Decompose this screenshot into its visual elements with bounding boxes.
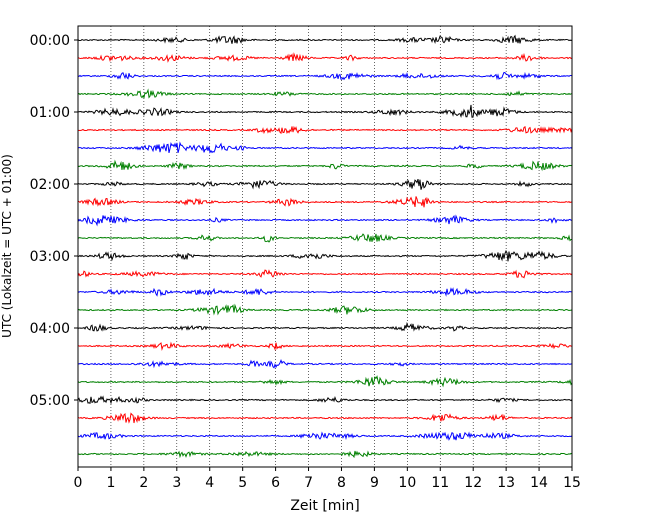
x-tick-label-14: 14	[530, 475, 548, 491]
x-axis-label: Zeit [min]	[290, 498, 359, 514]
x-tick-label-12: 12	[464, 475, 482, 491]
trace-7	[77, 159, 573, 172]
trace-1	[77, 52, 573, 63]
x-tick-label-2: 2	[139, 475, 148, 491]
x-tick-label-8: 8	[337, 475, 346, 491]
x-tick-label-1: 1	[106, 475, 115, 491]
y-axis-label: UTC (Lokalzeit = UTC + 01:00)	[0, 154, 14, 338]
trace-8	[77, 178, 573, 190]
y-tick-label-5: 05:00	[30, 393, 70, 409]
trace-9	[77, 196, 573, 208]
x-tick-label-10: 10	[398, 475, 416, 491]
x-tick-label-11: 11	[431, 475, 449, 491]
plot-background	[78, 26, 572, 467]
trace-3	[77, 88, 573, 99]
trace-17	[77, 341, 573, 351]
trace-2	[77, 71, 573, 81]
y-tick-label-2: 02:00	[30, 177, 70, 193]
trace-18	[77, 359, 573, 369]
trace-12	[77, 249, 573, 262]
y-axis-ticks: 00:00 01:00 02:00 03:00 04:00 05:00	[30, 33, 78, 409]
trace-16	[77, 321, 573, 332]
trace-22	[77, 431, 573, 441]
plot-frame	[77, 25, 573, 468]
x-tick-label-3: 3	[172, 475, 181, 491]
x-tick-label-13: 13	[497, 475, 515, 491]
trace-20	[77, 395, 573, 405]
x-tick-label-0: 0	[74, 475, 83, 491]
x-tick-label-15: 15	[563, 475, 581, 491]
x-tick-label-9: 9	[370, 475, 379, 491]
trace-23	[77, 450, 573, 459]
trace-11	[77, 233, 572, 243]
x-tick-label-4: 4	[205, 475, 214, 491]
y-tick-label-0: 00:00	[30, 33, 70, 49]
y-tick-label-1: 01:00	[30, 105, 70, 121]
x-axis-ticks: 0 1 2 3 4 5 6 7 8 9 10 11 12 13 14 15	[74, 467, 581, 491]
y-tick-label-3: 03:00	[30, 249, 70, 265]
trace-13	[77, 269, 573, 279]
x-tick-label-7: 7	[304, 475, 313, 491]
trace-19	[77, 375, 573, 388]
seismic-traces	[77, 34, 573, 459]
trace-10	[77, 214, 573, 227]
y-tick-label-4: 04:00	[30, 321, 70, 337]
trace-4	[77, 104, 573, 119]
trace-21	[77, 412, 573, 424]
trace-6	[77, 141, 573, 154]
x-tick-label-6: 6	[271, 475, 280, 491]
trace-14	[77, 287, 573, 297]
trace-5	[77, 125, 573, 135]
x-tick-label-5: 5	[238, 475, 247, 491]
trace-0	[77, 34, 573, 45]
trace-15	[77, 303, 573, 316]
